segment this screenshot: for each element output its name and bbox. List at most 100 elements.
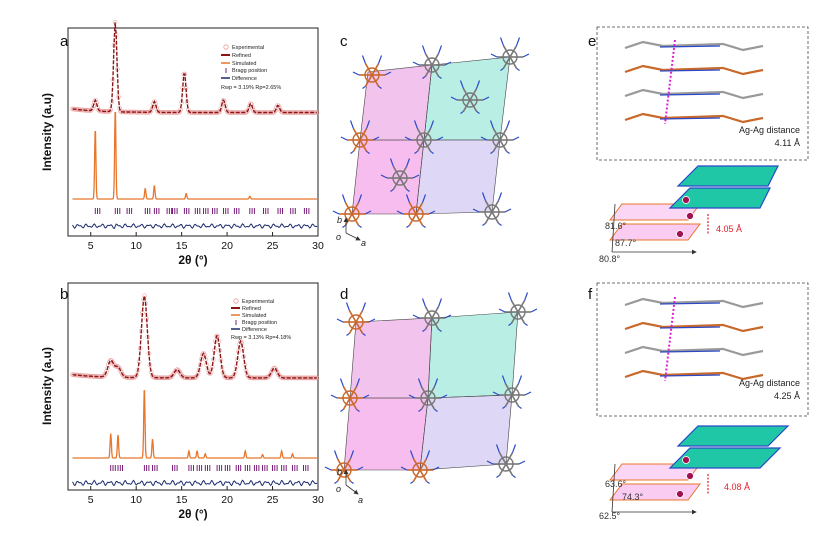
x-tick-label: 25	[267, 240, 279, 252]
experimental-point	[273, 108, 278, 113]
bond-n	[482, 96, 490, 101]
bond-n	[504, 208, 512, 213]
bond-n	[499, 37, 505, 46]
axis-a-d: a	[358, 495, 363, 505]
bond-n	[405, 194, 411, 203]
bond-n	[426, 480, 430, 484]
bond-n	[507, 292, 513, 301]
bond-n	[340, 408, 344, 412]
teal-plane-high	[676, 165, 779, 187]
planes-e	[609, 165, 779, 255]
bond-n	[332, 210, 340, 215]
bond-n	[413, 120, 419, 129]
bond-n	[497, 192, 503, 201]
bond-n	[412, 61, 420, 66]
angle-2-f: 74.3°	[622, 492, 644, 502]
bond-n	[352, 71, 360, 76]
bond-n	[433, 378, 439, 387]
ag-atom	[676, 490, 684, 498]
teal-cell-d	[427, 311, 519, 399]
experimental-point	[221, 98, 227, 104]
aromatic-ring	[416, 132, 432, 148]
aromatic-ring	[336, 462, 352, 478]
experimental-point	[217, 109, 223, 114]
panel-label-b: b	[60, 286, 68, 303]
x-tick-label: 25	[267, 494, 279, 506]
x-tick-label: 30	[312, 494, 324, 506]
bond-n	[518, 405, 522, 409]
bond-n	[516, 67, 520, 71]
bond-n	[512, 474, 516, 478]
aromatic-ring	[504, 387, 520, 403]
agag-label-f: Ag-Ag distance	[739, 378, 800, 388]
bond-n	[438, 75, 442, 79]
bond-n	[425, 450, 431, 459]
angle-ray	[611, 463, 616, 513]
ligand-strand	[624, 297, 764, 309]
legend-item-simulated: Simulated	[232, 61, 256, 67]
bond-n	[417, 378, 423, 387]
bond-n	[330, 394, 338, 399]
bond-n	[346, 332, 350, 336]
legend-item-difference-b: Difference	[242, 327, 267, 333]
simulated-line	[72, 111, 318, 200]
legend-item-difference: Difference	[232, 76, 257, 82]
experimental-point	[266, 373, 272, 379]
pattern-group-b	[70, 293, 320, 487]
aromatic-ring	[420, 390, 436, 406]
fit-annotation-b: Rwp = 3.13% Rp=4.18%	[231, 335, 291, 341]
zoom-box-f	[596, 282, 809, 417]
bond-n	[350, 480, 354, 484]
aromatic-ring	[392, 170, 408, 186]
aromatic-ring	[462, 92, 478, 108]
axis-b-d: b	[337, 467, 342, 477]
legend-item-bragg: Bragg position	[232, 68, 267, 74]
bond-n	[396, 210, 404, 215]
agag-label-e: Ag-Ag distance	[739, 125, 800, 135]
bond-n	[498, 222, 502, 226]
x-tick-label: 20	[221, 240, 233, 252]
bond-n	[440, 394, 448, 399]
y-axis-label-a: Intensity (a.u)	[40, 93, 54, 171]
zoom-box-e	[596, 26, 809, 161]
experimental-point	[134, 372, 140, 377]
bond-n	[472, 208, 480, 213]
bond-n	[437, 45, 443, 54]
experimental-point	[218, 106, 224, 111]
bond-n	[524, 391, 532, 396]
bond-n	[365, 120, 371, 129]
bond-n	[372, 136, 380, 141]
panel-c: c b o a	[332, 33, 530, 248]
bond-n	[429, 120, 435, 129]
experimental-point	[117, 366, 122, 371]
x-axis-label-b: 2θ (°)	[178, 507, 207, 521]
ligand-strand	[624, 369, 764, 381]
bond-n	[428, 210, 436, 215]
panel-label-a: a	[60, 33, 69, 50]
bond-n	[490, 53, 498, 58]
experimental-point	[152, 99, 157, 104]
n-bond	[659, 69, 721, 72]
n-bond	[659, 45, 721, 48]
bond-n	[409, 450, 415, 459]
planes-f	[609, 425, 790, 515]
bond-n	[530, 308, 538, 313]
overlap-cell-d	[419, 394, 513, 471]
bond-n	[460, 110, 464, 114]
refined-line	[72, 295, 317, 379]
bond-n	[438, 328, 442, 332]
bond-n	[522, 53, 530, 58]
ligand-strand	[624, 345, 764, 357]
legend-item-refined-b: Refined	[242, 306, 261, 312]
stack-inset-e	[624, 39, 764, 125]
bond-n	[366, 150, 370, 154]
bond-n	[421, 194, 427, 203]
legend-item-bragg-b: Bragg position	[242, 320, 277, 326]
difference-line	[72, 223, 318, 229]
bond-n	[432, 466, 440, 471]
ag-atom	[676, 230, 684, 238]
bond-n	[430, 150, 434, 154]
angle-ray	[611, 203, 616, 253]
n-bond	[659, 302, 721, 305]
ag-atom	[686, 212, 694, 220]
